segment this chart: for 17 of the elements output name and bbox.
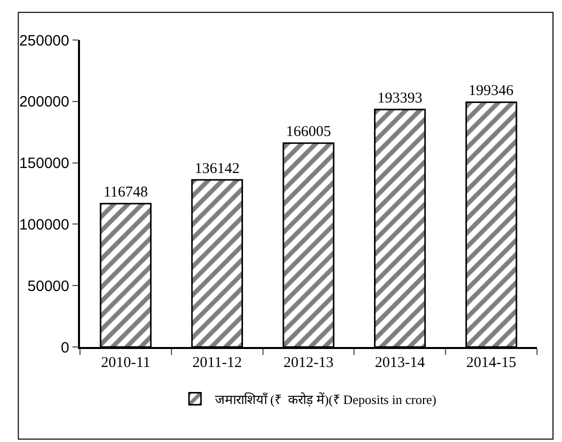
x-tick-label: 2014-15 <box>466 354 516 371</box>
x-tick-label: 2011-12 <box>192 354 242 371</box>
data-label: 199346 <box>468 83 514 100</box>
data-label: 136142 <box>194 160 240 177</box>
y-tick-label: 250000 <box>19 32 70 50</box>
y-tick-label: 150000 <box>19 155 70 172</box>
y-tick-label: 50000 <box>28 278 70 295</box>
y-tick-label: 200000 <box>19 94 70 111</box>
x-tick-label: 2013-14 <box>374 354 426 371</box>
y-tick-label: 0 <box>60 339 70 356</box>
text: जमाराशियाँ (₹ करोड़ में)(₹ Deposits in crore) <box>215 392 436 407</box>
x-tick-label: 2012-13 <box>284 354 334 371</box>
data-label: 116748 <box>103 184 148 201</box>
data-label: 166005 <box>286 124 332 140</box>
x-tick-label: 2010-11 <box>100 354 150 371</box>
y-tick-label: 100000 <box>19 216 70 234</box>
data-label: 193393 <box>377 90 422 107</box>
